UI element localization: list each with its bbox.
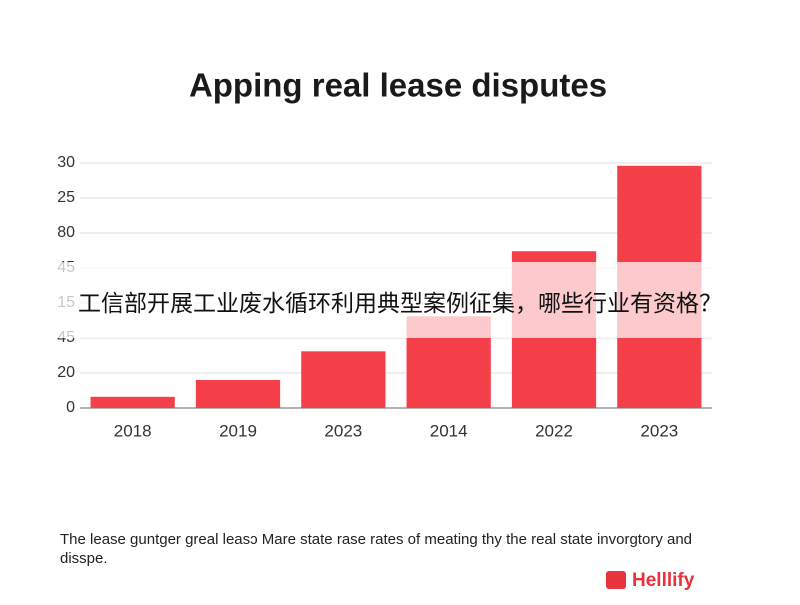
x-tick-label: 2022 bbox=[535, 421, 573, 440]
x-tick-label: 2019 bbox=[219, 421, 257, 440]
y-tick-label: 80 bbox=[57, 224, 75, 241]
y-tick-label: 20 bbox=[57, 364, 75, 381]
overlay-banner bbox=[0, 262, 800, 338]
bar bbox=[301, 351, 386, 408]
caption: The lease guntger greal leasɔ Mare state… bbox=[60, 531, 693, 567]
x-tick-label: 2023 bbox=[640, 421, 678, 440]
x-tick-label: 2018 bbox=[114, 421, 152, 440]
caption-box: The lease guntger greal leasɔ Mare state… bbox=[60, 531, 693, 567]
y-tick-label: 25 bbox=[57, 189, 75, 206]
chart-title: Apping real lease disputes bbox=[189, 67, 607, 104]
bar bbox=[195, 380, 281, 408]
y-tick-label: 0 bbox=[66, 399, 75, 416]
y-tick-label: 30 bbox=[57, 154, 75, 171]
overlay-text: 工信部开展工业废水循环利用典型案例征集，哪些行业有资格？ bbox=[78, 291, 722, 317]
x-tick-label: 2023 bbox=[324, 421, 362, 440]
x-tick-label: 2014 bbox=[430, 421, 468, 440]
logo: Helllify bbox=[632, 570, 695, 591]
logo-icon bbox=[606, 571, 626, 589]
bar bbox=[90, 396, 175, 408]
